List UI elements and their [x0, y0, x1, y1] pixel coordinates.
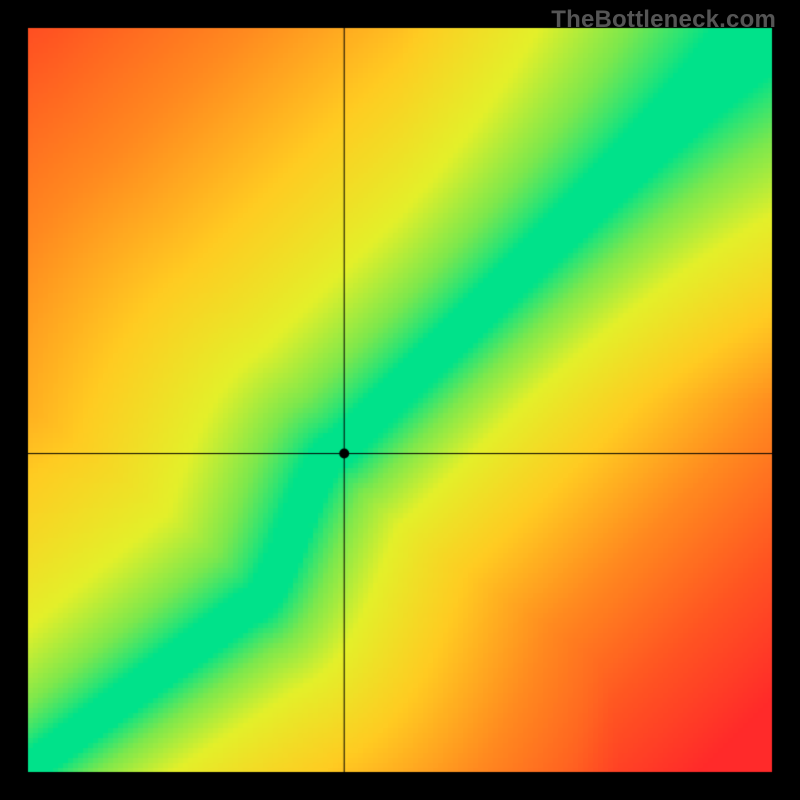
- chart-container: TheBottleneck.com: [0, 0, 800, 800]
- bottleneck-heatmap: [0, 0, 800, 800]
- watermark-text: TheBottleneck.com: [551, 6, 776, 34]
